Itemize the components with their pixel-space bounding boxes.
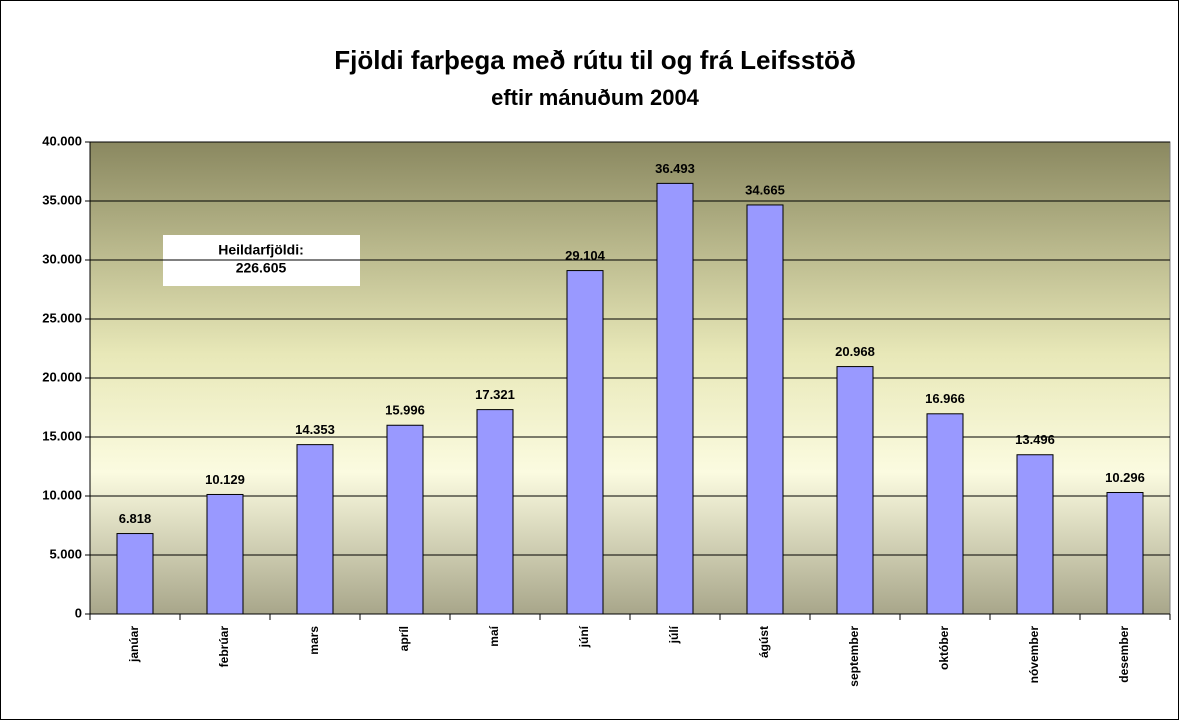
chart-subtitle: eftir mánuðum 2004 (491, 85, 700, 110)
annotation: Heildarfjöldi: (218, 242, 304, 258)
data-label: 34.665 (745, 182, 785, 197)
data-label: 20.968 (835, 344, 875, 359)
y-tick-label: 40.000 (42, 133, 82, 148)
data-label: 10.129 (205, 472, 245, 487)
bar (926, 413, 964, 615)
data-label: 13.496 (1015, 432, 1055, 447)
x-tick-label: nóvember (1027, 626, 1041, 684)
bar (296, 444, 334, 615)
x-tick-label: janúar (127, 626, 141, 663)
annotation: 226.605 (236, 260, 287, 276)
x-tick-label: apríl (397, 626, 411, 651)
bar (836, 366, 874, 615)
bar (1016, 454, 1054, 615)
y-tick-label: 10.000 (42, 487, 82, 502)
x-tick-label: ágúst (757, 626, 771, 658)
bar (206, 493, 244, 615)
y-tick-label: 20.000 (42, 369, 82, 384)
data-label: 16.966 (925, 391, 965, 406)
data-label: 17.321 (475, 387, 515, 402)
data-label: 14.353 (295, 422, 335, 437)
bar (656, 182, 694, 615)
chart-title: Fjöldi farþega með rútu til og frá Leifs… (334, 45, 855, 75)
bar (746, 204, 784, 615)
bar (116, 533, 154, 615)
data-label: 10.296 (1105, 470, 1145, 485)
y-tick-label: 5.000 (49, 546, 82, 561)
bar (1106, 492, 1144, 615)
bar (386, 424, 424, 615)
x-tick-label: október (937, 626, 951, 670)
bar (566, 270, 604, 615)
y-tick-label: 25.000 (42, 310, 82, 325)
x-tick-label: júní (577, 625, 591, 648)
y-tick-label: 15.000 (42, 428, 82, 443)
y-tick-label: 0 (75, 605, 82, 620)
data-label: 15.996 (385, 403, 425, 418)
x-tick-label: september (847, 626, 861, 687)
data-label: 6.818 (119, 511, 152, 526)
x-tick-label: febrúar (217, 626, 231, 668)
y-tick-label: 35.000 (42, 192, 82, 207)
x-tick-label: mars (307, 626, 321, 655)
data-label: 29.104 (565, 248, 606, 263)
y-tick-label: 30.000 (42, 251, 82, 266)
data-label: 36.493 (655, 161, 695, 176)
x-tick-label: maí (487, 625, 501, 646)
bar (476, 409, 514, 615)
x-tick-label: desember (1117, 626, 1131, 683)
x-tick-label: júlí (667, 625, 681, 644)
